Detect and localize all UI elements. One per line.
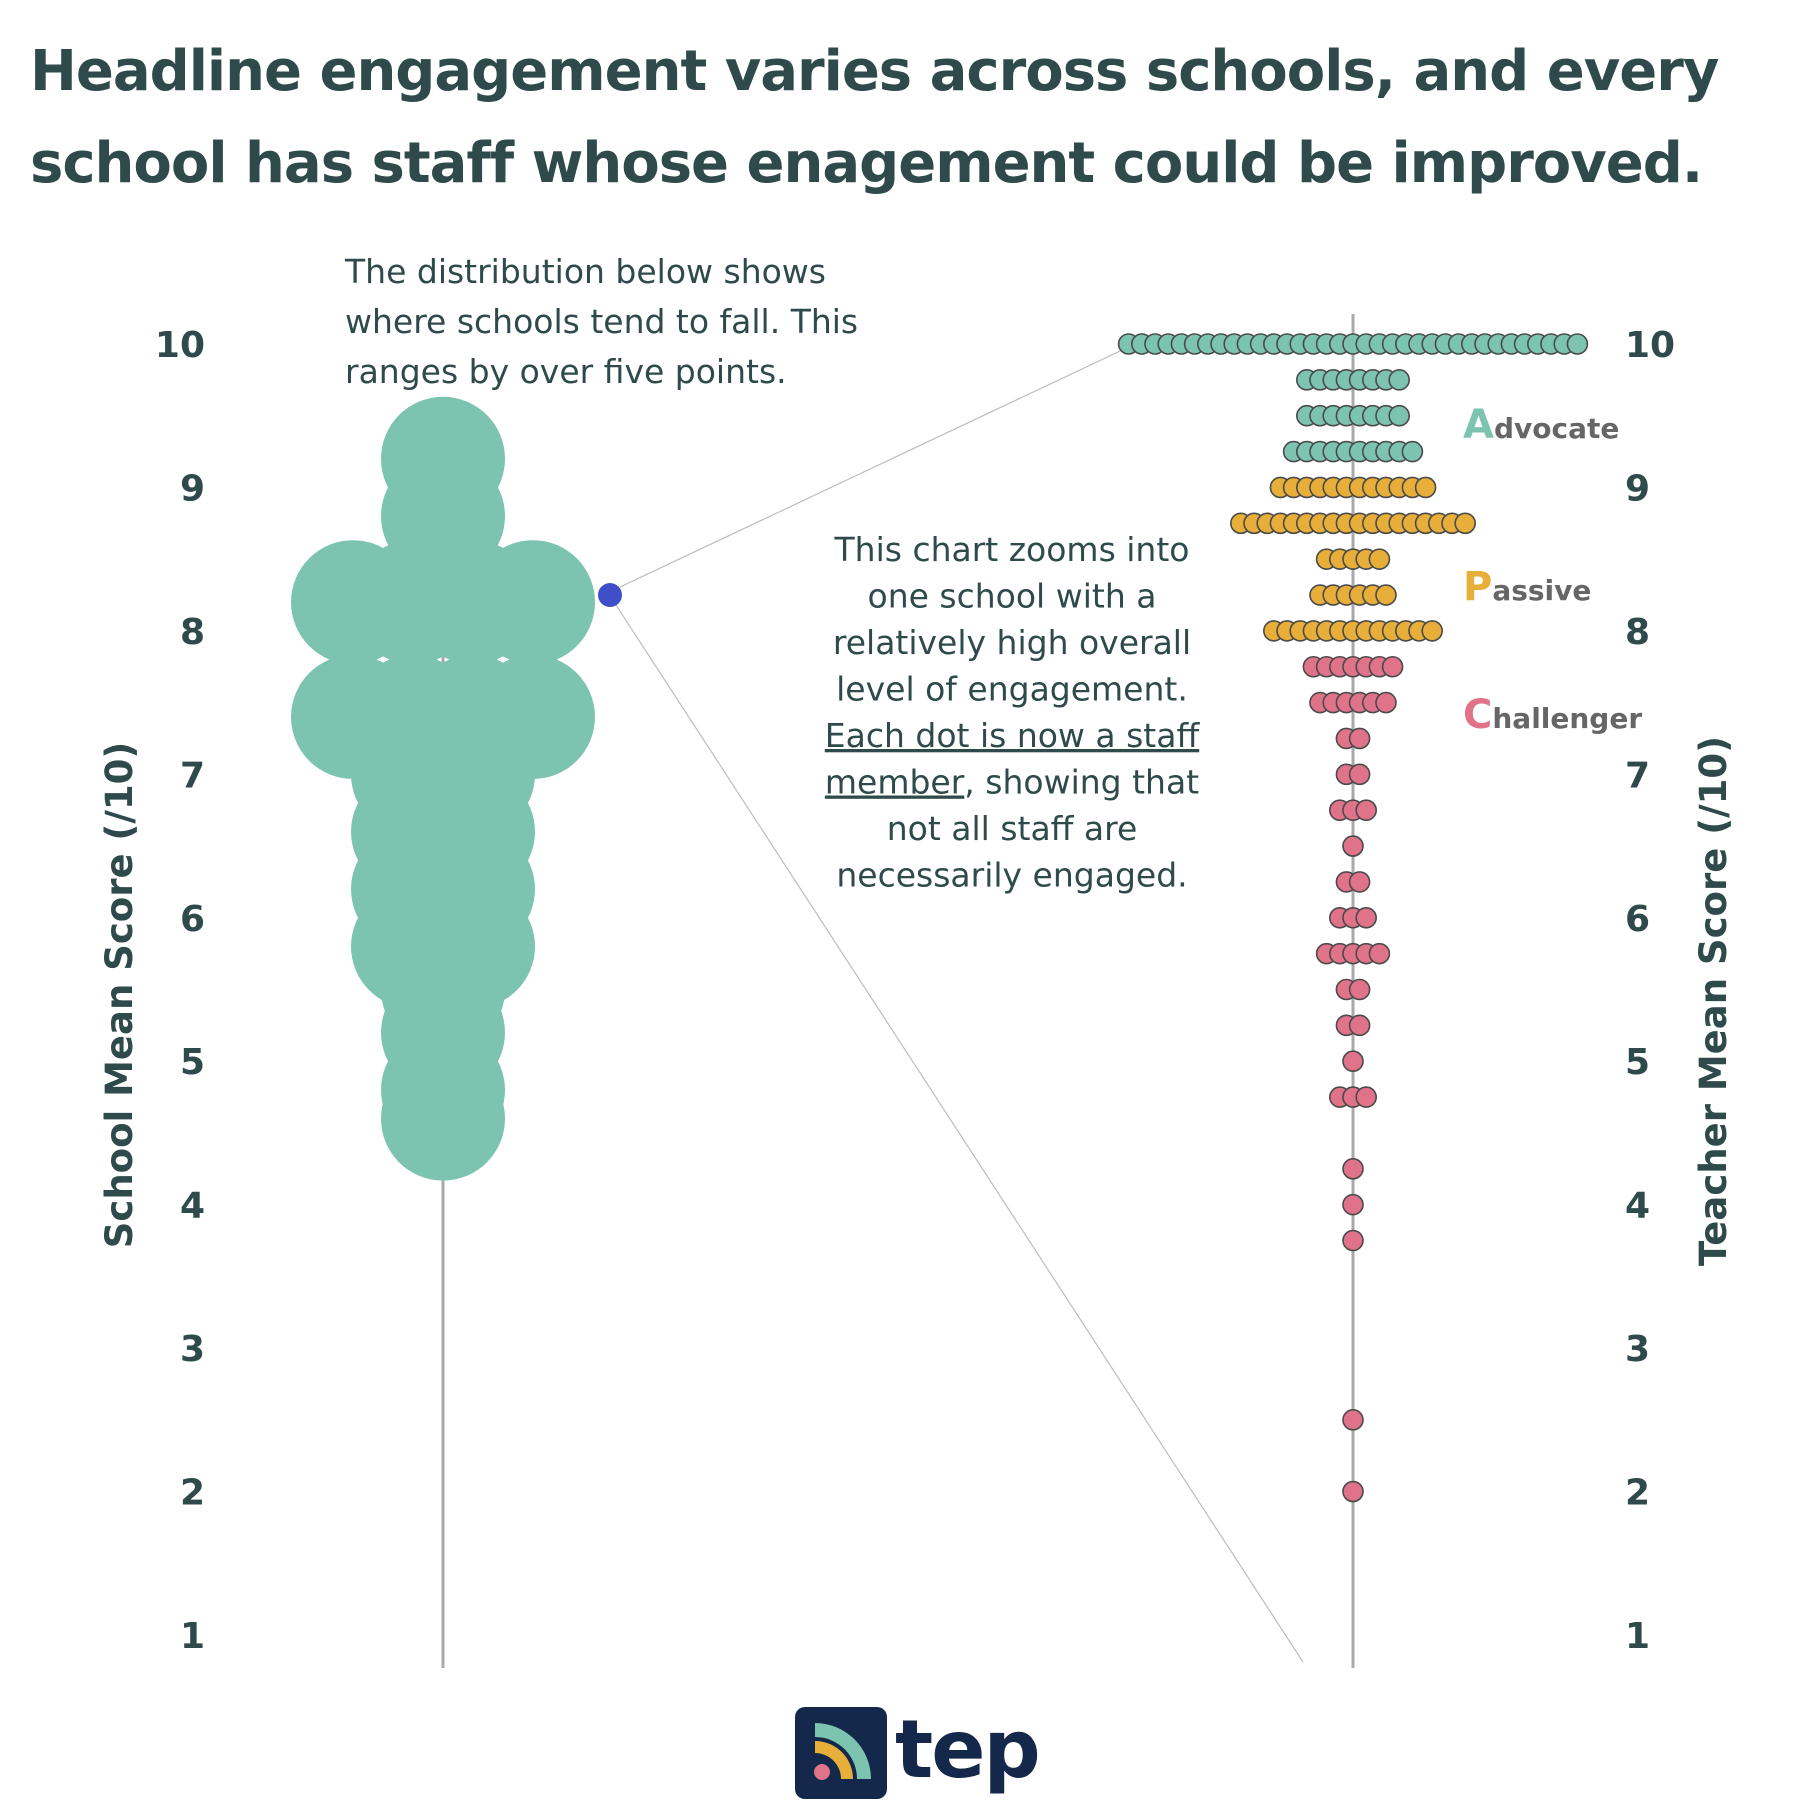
staff-dot <box>1381 655 1404 678</box>
staff-dot <box>1342 1409 1364 1431</box>
staff-dot <box>1348 727 1371 750</box>
left-tick-label: 3 <box>180 1329 205 1370</box>
zoom-annotation: This chart zooms into one school with a re… <box>825 530 1201 895</box>
zoom-annotation-line: necessarily engaged. <box>836 856 1187 895</box>
zoom-annotation-line: This chart zooms into <box>834 530 1190 569</box>
segment-initial: A <box>1463 402 1494 448</box>
right-tick-label: 6 <box>1625 899 1650 940</box>
distribution-annotation: The distribution below shows where school… <box>344 252 858 391</box>
left-tick-label: 10 <box>155 325 205 366</box>
right-tick-label: 10 <box>1625 325 1675 366</box>
staff-dot <box>1421 620 1443 642</box>
distribution-annotation-line: The distribution below shows <box>344 252 826 291</box>
zoom-annotation-line: not all staff are <box>887 809 1138 848</box>
tep-logo: tep <box>795 1703 1095 1799</box>
right-y-axis-title: Teacher Mean Score (/10) <box>1692 736 1735 1266</box>
staff-dot <box>1348 1014 1371 1037</box>
staff-dot <box>1375 584 1397 606</box>
staff-dot <box>1348 763 1371 786</box>
left-tick-label: 1 <box>180 1616 205 1657</box>
staff-dot <box>1368 942 1391 965</box>
chart-title: Headline engagement varies across school… <box>30 39 1719 196</box>
annotation-text: relatively high overall <box>833 623 1191 662</box>
left-tick-label: 9 <box>180 468 205 509</box>
annotation-text: This chart zooms into <box>834 530 1190 569</box>
annotation-text: not all staff are <box>887 809 1138 848</box>
segment-label-a: Advocate <box>1463 402 1619 448</box>
staff-dot <box>1401 440 1424 463</box>
distribution-annotation-line: where schools tend to fall. This <box>345 302 858 341</box>
left-y-axis-title: School Mean Score (/10) <box>98 742 141 1248</box>
rss-logo-icon <box>795 1707 887 1799</box>
zoom-guide-line-top <box>619 343 1136 588</box>
segment-rest: assive <box>1492 574 1591 607</box>
segment-label-p: Passive <box>1463 564 1591 610</box>
segment-initial: P <box>1463 564 1492 610</box>
staff-dot <box>1388 369 1410 391</box>
left-tick-label: 6 <box>180 899 205 940</box>
staff-dot <box>1342 1193 1364 1216</box>
zoom-guide-line-bottom <box>615 604 1304 1663</box>
segment-labels: Advocate Passive Challenger <box>1463 402 1642 738</box>
right-tick-label: 9 <box>1625 468 1650 509</box>
staff-dot <box>1355 906 1377 929</box>
school-dot <box>471 540 595 665</box>
zoom-annotation-line: level of engagement. <box>836 670 1188 709</box>
staff-dot <box>1342 835 1364 857</box>
staff-dot <box>1368 548 1391 570</box>
highlighted-school-dot[interactable] <box>598 583 622 608</box>
zoom-annotation-line: Each dot is now a staff <box>825 716 1201 755</box>
right-tick-label: 4 <box>1625 1186 1650 1227</box>
staff-dot <box>1348 978 1371 1001</box>
zoom-annotation-line: member, showing that <box>825 763 1199 802</box>
staff-dot <box>1454 512 1476 535</box>
segment-label-c: Challenger <box>1463 692 1642 738</box>
right-tick-label: 1 <box>1625 1616 1650 1657</box>
zoom-guide-lines <box>615 343 1304 1663</box>
staff-dot <box>1375 691 1397 714</box>
left-tick-label: 2 <box>180 1473 205 1514</box>
annotation-text: one school with a <box>868 577 1157 616</box>
left-tick-label: 7 <box>180 755 205 796</box>
zoom-annotation-line: relatively high overall <box>833 623 1191 662</box>
segment-rest: hallenger <box>1492 702 1642 735</box>
staff-dot <box>1355 799 1377 821</box>
staff-dot <box>1342 1158 1364 1180</box>
staff-dot <box>1414 476 1437 499</box>
right-tick-label: 7 <box>1625 755 1650 796</box>
school-dot <box>381 1056 505 1181</box>
right-tick-label: 8 <box>1625 612 1650 653</box>
zoom-annotation-line: one school with a <box>868 577 1157 616</box>
staff-dot <box>1342 1480 1364 1503</box>
annotation-text: , showing that <box>964 763 1199 802</box>
left-tick-label: 5 <box>180 1042 205 1083</box>
right-tick-label: 3 <box>1625 1329 1650 1370</box>
annotation-text: necessarily engaged. <box>836 856 1187 895</box>
staff-dot <box>1355 1086 1377 1108</box>
segment-rest: dvocate <box>1494 412 1619 445</box>
annotation-text: level of engagement. <box>836 670 1188 709</box>
staff-dot <box>1388 404 1410 427</box>
left-tick-label: 4 <box>180 1186 205 1227</box>
staff-dot <box>1348 871 1371 893</box>
right-tick-label: 5 <box>1625 1042 1650 1083</box>
underlined-text: Each dot is now a staff <box>825 716 1201 755</box>
staff-distribution <box>1117 333 1589 1503</box>
distribution-annotation-line: ranges by over five points. <box>345 352 787 391</box>
logo-text: tep <box>895 1703 1041 1796</box>
segment-initial: C <box>1463 692 1492 738</box>
left-tick-label: 8 <box>180 612 205 653</box>
staff-dot <box>1342 1050 1364 1073</box>
underlined-text: member <box>825 763 965 802</box>
right-tick-label: 2 <box>1625 1473 1650 1514</box>
school-distribution <box>291 396 622 1181</box>
staff-dot <box>1566 333 1589 355</box>
staff-dot <box>1342 1229 1364 1252</box>
